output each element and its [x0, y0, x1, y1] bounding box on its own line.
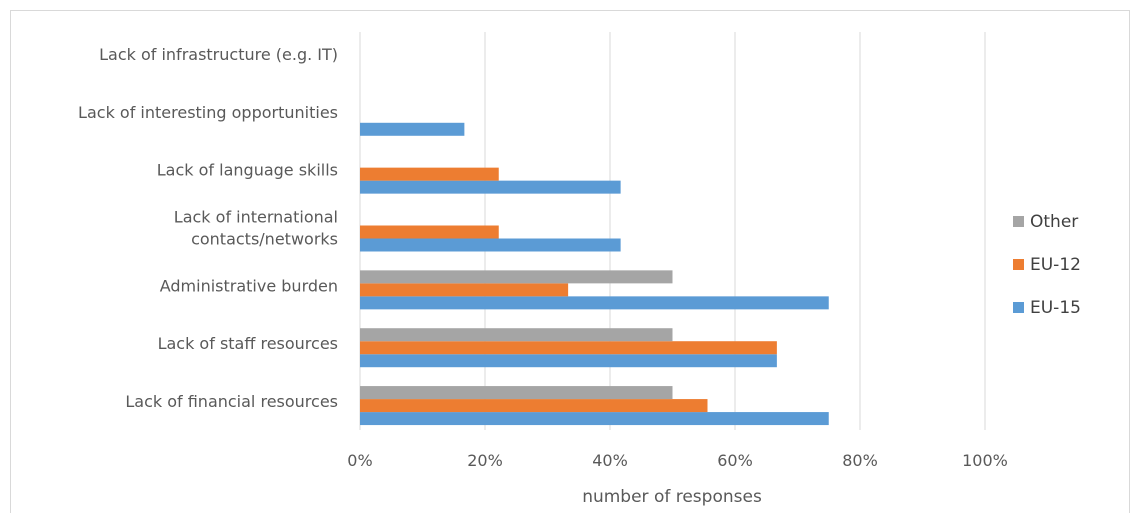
- bar-eu-12-3: [360, 225, 499, 239]
- bar-eu-15-3: [360, 238, 621, 252]
- category-label-1: Lack of staff resources: [158, 334, 338, 353]
- x-tick-label-80: 80%: [842, 451, 878, 470]
- bar-other-0: [360, 386, 673, 400]
- category-labels: Lack of financial resources Lack of staff…: [78, 45, 338, 411]
- bar-eu-12-0: [360, 399, 708, 413]
- bar-eu-15-2: [360, 296, 829, 310]
- category-label-4: Lack of language skills: [157, 161, 338, 180]
- legend-swatch-eu-15: [1013, 302, 1024, 313]
- category-label-6: Lack of infrastructure (e.g. IT): [99, 45, 338, 64]
- category-label-5: Lack of interesting opportunities: [78, 103, 338, 122]
- x-tick-label-40: 40%: [592, 451, 628, 470]
- legend-label-other: Other: [1030, 212, 1078, 232]
- bar-other-1: [360, 328, 673, 342]
- category-label-0: Lack of financial resources: [125, 392, 338, 411]
- x-tick-labels: 0% 20% 40% 60% 80% 100%: [347, 451, 1008, 470]
- bar-eu-12-2: [360, 283, 569, 297]
- x-tick-label-100: 100%: [962, 451, 1008, 470]
- x-axis-title: number of responses: [582, 487, 762, 507]
- category-label-2: Administrative burden: [160, 276, 338, 295]
- legend: Other EU-12 EU-15: [1013, 212, 1081, 318]
- bar-eu-15-0: [360, 412, 829, 426]
- legend-swatch-other: [1013, 216, 1024, 227]
- legend-swatch-eu-12: [1013, 259, 1024, 270]
- legend-label-eu-15: EU-15: [1030, 298, 1081, 318]
- bar-eu-15-1: [360, 354, 777, 368]
- bars: [360, 122, 829, 426]
- x-tick-label-60: 60%: [717, 451, 753, 470]
- bar-eu-15-5: [360, 122, 465, 136]
- bar-eu-12-4: [360, 167, 499, 181]
- category-label-3: Lack of international contacts/networks: [174, 208, 338, 249]
- x-tick-label-20: 20%: [467, 451, 503, 470]
- legend-label-eu-12: EU-12: [1030, 255, 1081, 275]
- bar-eu-12-1: [360, 341, 777, 355]
- x-tick-label-0: 0%: [347, 451, 372, 470]
- bar-other-2: [360, 270, 673, 284]
- chart-frame: [10, 10, 1130, 513]
- bar-eu-15-4: [360, 180, 621, 194]
